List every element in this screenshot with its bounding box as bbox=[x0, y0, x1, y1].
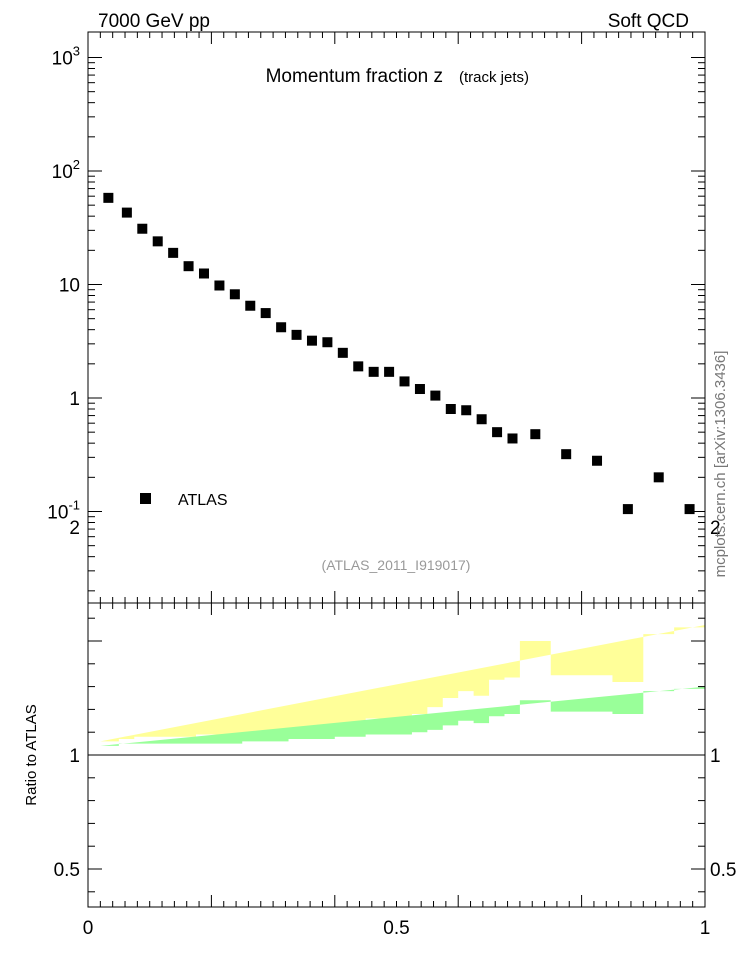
data-point bbox=[183, 261, 194, 272]
data-point bbox=[414, 384, 425, 395]
ratio-axis-ticks bbox=[87, 603, 706, 907]
green-band bbox=[100, 686, 706, 746]
data-point bbox=[622, 504, 633, 515]
data-point bbox=[492, 427, 503, 438]
y-tick-label-right: 0.5 bbox=[710, 860, 736, 881]
data-point bbox=[291, 329, 302, 340]
uncertainty-bands bbox=[100, 625, 706, 746]
legend-label-atlas: ATLAS bbox=[178, 492, 228, 509]
data-point bbox=[368, 366, 379, 377]
main-axis-ticks bbox=[87, 32, 706, 603]
y-tick-label: 10-1 bbox=[47, 498, 80, 524]
y-tick-label: 10 bbox=[59, 276, 80, 297]
data-point bbox=[276, 322, 287, 333]
plot-title: Momentum fraction z bbox=[266, 66, 443, 87]
x-tick-label: 1 bbox=[700, 918, 711, 939]
legend-marker-atlas bbox=[140, 493, 151, 504]
data-point bbox=[137, 223, 148, 234]
data-point bbox=[337, 347, 348, 358]
process-label: Soft QCD bbox=[608, 11, 689, 32]
data-point bbox=[306, 335, 317, 346]
data-point bbox=[684, 504, 695, 515]
mcplots-side-label: mcplots.cern.ch [arXiv:1306.3436] bbox=[712, 351, 729, 578]
y-tick-label-left: 1 bbox=[69, 746, 80, 767]
data-point bbox=[476, 414, 487, 425]
yellow-band bbox=[100, 625, 706, 742]
data-point bbox=[260, 308, 271, 319]
data-point bbox=[245, 300, 256, 311]
data-point bbox=[121, 207, 132, 218]
data-point bbox=[353, 361, 364, 372]
y-tick-label: 102 bbox=[52, 157, 80, 183]
ratio-y-axis-label: Ratio to ATLAS bbox=[23, 704, 40, 805]
y-tick-label-left: 2 bbox=[69, 518, 80, 539]
atlas-data-points bbox=[103, 192, 695, 515]
main-y-tick-labels: 10-1 1 10 102 103 bbox=[47, 44, 80, 524]
x-tick-labels: 0 0.5 1 bbox=[83, 918, 711, 939]
data-point bbox=[152, 236, 163, 247]
main-plot-frame bbox=[87, 31, 706, 604]
data-point bbox=[384, 366, 395, 377]
data-point bbox=[229, 289, 240, 300]
y-tick-label-right: 2 bbox=[710, 518, 721, 539]
plot-subtitle: (track jets) bbox=[459, 69, 529, 86]
data-point bbox=[103, 192, 114, 203]
x-tick-label: 0.5 bbox=[383, 918, 409, 939]
y-tick-label-left: 0.5 bbox=[54, 860, 80, 881]
data-point bbox=[322, 337, 333, 348]
data-point bbox=[461, 405, 472, 416]
y-tick-label-right: 1 bbox=[710, 746, 721, 767]
analysis-id-annotation: (ATLAS_2011_I919017) bbox=[322, 557, 471, 573]
legend: ATLAS bbox=[140, 492, 228, 509]
ratio-y-tick-labels: 0.5 0.5 1 1 2 2 bbox=[54, 518, 737, 881]
data-point bbox=[445, 403, 456, 414]
data-point bbox=[168, 247, 179, 258]
data-point bbox=[561, 449, 572, 460]
y-tick-label: 103 bbox=[52, 44, 80, 70]
data-point bbox=[592, 455, 603, 466]
x-tick-label: 0 bbox=[83, 918, 94, 939]
data-point bbox=[214, 280, 225, 291]
data-point bbox=[198, 268, 209, 279]
data-point bbox=[430, 390, 441, 401]
data-point bbox=[653, 472, 664, 483]
energy-label: 7000 GeV pp bbox=[98, 11, 210, 32]
data-point bbox=[399, 376, 410, 387]
main-panel: 10-1 1 10 102 103 Momentum fraction z (track… bbox=[47, 31, 706, 604]
data-point bbox=[530, 429, 541, 440]
data-point bbox=[507, 433, 518, 444]
y-tick-label: 1 bbox=[69, 389, 80, 410]
ratio-panel: 0.5 0.51 12 2 0 0.5 1 Ratio to ATLAS bbox=[23, 518, 736, 939]
